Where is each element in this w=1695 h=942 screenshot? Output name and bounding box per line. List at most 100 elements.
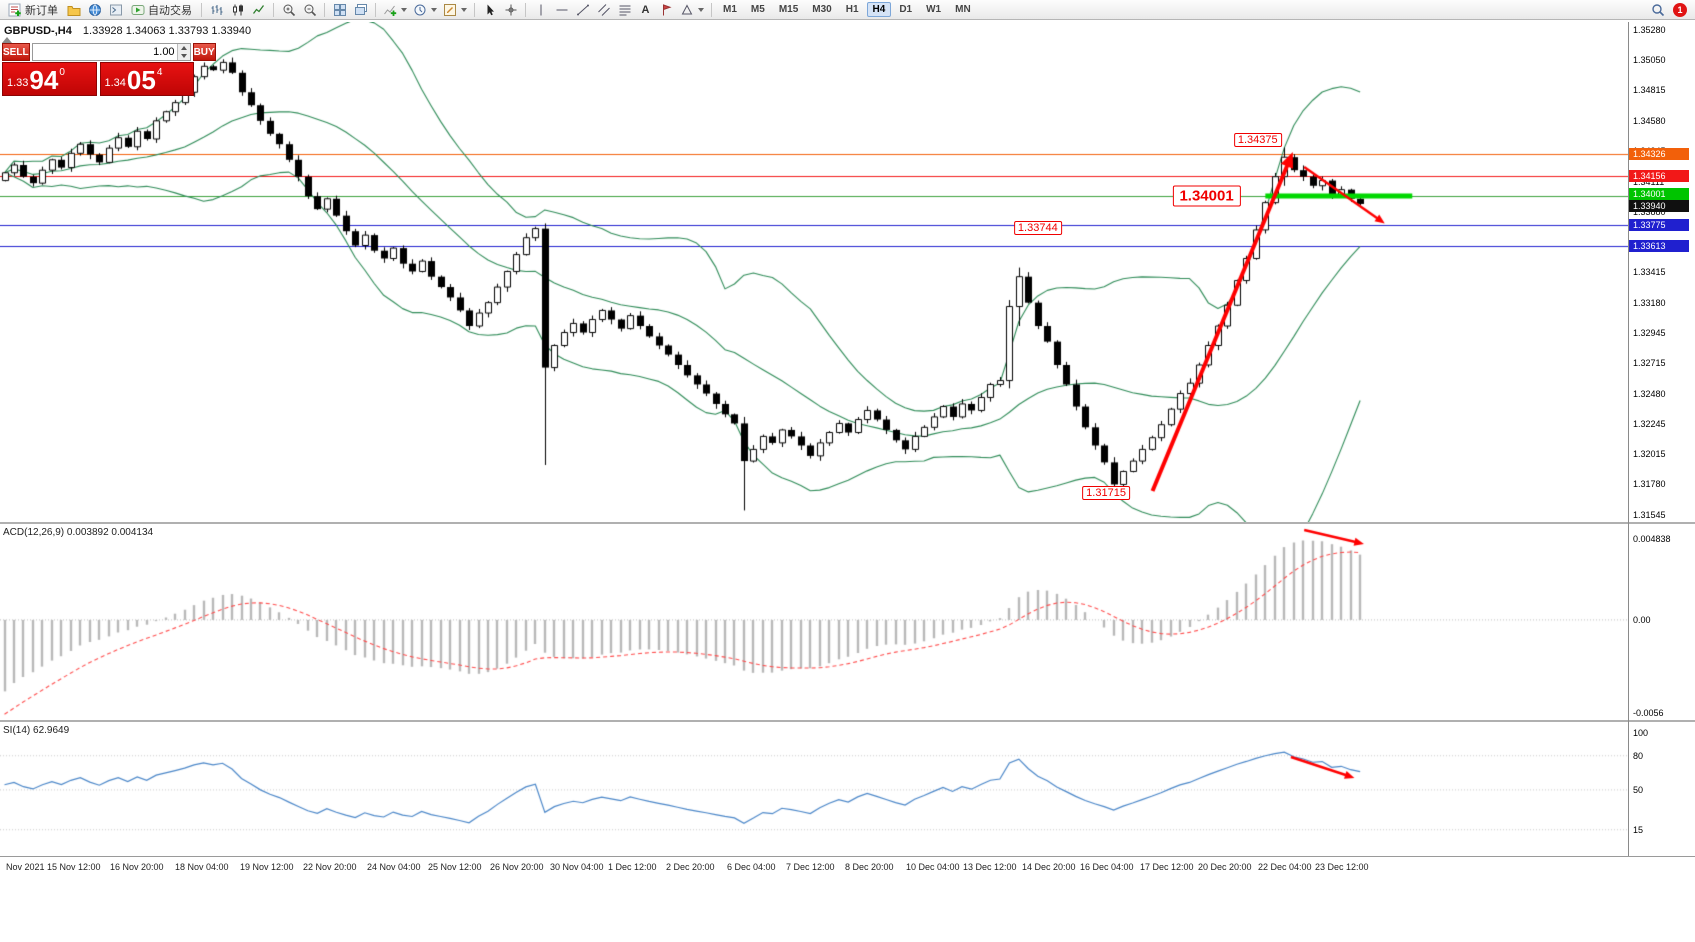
bid-price-small: 1.33 <box>7 77 29 89</box>
one-click-collapse-toggle[interactable] <box>2 37 12 43</box>
pane-separator[interactable] <box>0 720 1695 722</box>
candlestick-chart-button[interactable] <box>228 1 247 19</box>
ask-price-small: 1.34 <box>104 77 126 89</box>
notification-badge[interactable]: 1 <box>1673 2 1687 17</box>
indicators-button[interactable] <box>381 1 409 19</box>
toolbar-separator <box>474 2 475 17</box>
timeframe-h1[interactable]: H1 <box>845 4 859 15</box>
price-badge: 1.34326 <box>1629 147 1689 160</box>
bar-chart-button[interactable] <box>207 1 226 19</box>
toolbar-separator <box>525 2 526 17</box>
chart-ohlc-values: 1.33928 1.34063 1.33793 1.33940 <box>82 25 252 37</box>
time-axis[interactable]: Nov 2021 15 Nov 12:00 16 Nov 20:00 18 Nov 0… <box>0 856 1695 882</box>
time-axis-label: 13 Dec 12:00 <box>963 862 1017 872</box>
fibonacci-tool-button[interactable] <box>615 1 634 19</box>
macd-canvas[interactable] <box>0 524 1628 720</box>
price-tick-label: 1.34580 <box>1633 115 1666 126</box>
price-annotation-label[interactable]: 1.31715 <box>1082 485 1130 500</box>
indicators-icon <box>383 3 397 17</box>
horizontal-line-tool-button[interactable] <box>552 1 571 19</box>
volume-down-button[interactable] <box>177 52 190 60</box>
time-axis-label: 1 Dec 12:00 <box>608 862 657 872</box>
price-tick-label: 1.35050 <box>1633 54 1666 65</box>
chevron-down-icon <box>698 7 704 12</box>
timeframe-h4[interactable]: H4 <box>866 2 892 17</box>
price-axis-border <box>1628 22 1629 876</box>
line-chart-button[interactable] <box>249 1 268 19</box>
zoom-in-button[interactable] <box>279 1 298 19</box>
timeframe-w1[interactable]: W1 <box>926 4 942 15</box>
toolbar-separator <box>201 2 202 17</box>
tile-windows-button[interactable] <box>330 1 349 19</box>
time-axis-label: 16 Nov 20:00 <box>110 862 164 872</box>
new-order-button[interactable]: 新订单 <box>4 1 62 19</box>
price-tick-label: 1.32480 <box>1633 388 1666 399</box>
search-button[interactable] <box>1648 1 1667 19</box>
macd-axis-label: -0.0056 <box>1633 708 1664 719</box>
crosshair-tool-button[interactable] <box>501 1 520 19</box>
price-annotation-label[interactable]: 1.34001 <box>1172 185 1241 207</box>
periods-button[interactable] <box>411 1 439 19</box>
metaeditor-button[interactable] <box>106 1 125 19</box>
trendline-icon <box>576 3 590 17</box>
label-tool-button[interactable] <box>657 1 676 19</box>
price-tick-label: 1.32715 <box>1633 358 1666 369</box>
profiles-button[interactable] <box>64 1 83 19</box>
globe-icon <box>88 3 102 17</box>
shapes-icon <box>680 3 694 17</box>
volume-input[interactable] <box>32 44 177 60</box>
price-badge: 1.33940 <box>1629 199 1689 212</box>
zoom-out-button[interactable] <box>300 1 319 19</box>
clock-icon <box>413 3 427 17</box>
price-annotation-label[interactable]: 1.34375 <box>1233 132 1282 147</box>
shapes-tool-button[interactable] <box>678 1 706 19</box>
price-tick-label: 1.33180 <box>1633 297 1666 308</box>
tile-windows-icon <box>333 3 347 17</box>
autotrading-button[interactable]: 自动交易 <box>127 1 196 19</box>
cursor-tool-button[interactable] <box>480 1 499 19</box>
price-annotation-label[interactable]: 1.33744 <box>1013 220 1062 235</box>
timeframe-mn[interactable]: MN <box>955 4 971 15</box>
toolbar-separator <box>711 2 712 17</box>
vertical-line-tool-button[interactable] <box>531 1 550 19</box>
time-axis-label: 15 Nov 12:00 <box>47 862 101 872</box>
timeframe-d1[interactable]: D1 <box>899 4 913 15</box>
rsi-canvas[interactable] <box>0 722 1628 856</box>
time-axis-label: 16 Dec 04:00 <box>1080 862 1134 872</box>
sell-button[interactable]: SELL <box>2 43 30 61</box>
time-axis-label: 18 Nov 04:00 <box>175 862 229 872</box>
ask-price-display[interactable]: 1.34 05 4 <box>99 62 194 96</box>
text-tool-button[interactable]: A <box>636 1 655 19</box>
pane-separator[interactable] <box>0 522 1695 524</box>
market-watch-button[interactable] <box>85 1 104 19</box>
chevron-down-icon <box>461 7 467 12</box>
time-axis-label: 22 Nov 20:00 <box>303 862 357 872</box>
price-tick-label: 1.32245 <box>1633 419 1666 430</box>
vertical-line-icon <box>534 3 548 17</box>
bid-price-display[interactable]: 1.33 94 0 <box>2 62 97 96</box>
price-axis[interactable]: 1.352801.350501.348151.345801.343451.341… <box>1629 0 1695 942</box>
new-order-icon <box>8 3 22 17</box>
zoom-in-icon <box>282 3 296 17</box>
channel-tool-button[interactable] <box>594 1 613 19</box>
ask-price-sup: 4 <box>156 67 163 78</box>
trendline-tool-button[interactable] <box>573 1 592 19</box>
macd-axis-label: 0.004838 <box>1633 534 1671 545</box>
time-axis-label: 30 Nov 04:00 <box>550 862 604 872</box>
timeframe-m1[interactable]: M1 <box>723 4 737 15</box>
price-tick-label: 1.35280 <box>1633 24 1666 35</box>
volume-up-button[interactable] <box>177 44 190 52</box>
price-chart-canvas[interactable] <box>0 22 1628 522</box>
timeframe-m30[interactable]: M30 <box>812 4 832 15</box>
one-click-trading-panel: SELL BUY 1.33 94 0 1.34 05 4 <box>2 43 216 96</box>
timeframe-m15[interactable]: M15 <box>778 4 799 15</box>
time-axis-label: 8 Dec 20:00 <box>845 862 894 872</box>
timeframe-m5[interactable]: M5 <box>750 4 765 15</box>
cascade-windows-button[interactable] <box>351 1 370 19</box>
templates-button[interactable] <box>441 1 469 19</box>
price-badge: 1.33613 <box>1629 240 1689 253</box>
time-axis-label: 2 Dec 20:00 <box>666 862 715 872</box>
buy-button[interactable]: BUY <box>192 43 216 61</box>
time-axis-label: 24 Nov 04:00 <box>367 862 421 872</box>
horizontal-line-icon <box>555 3 569 17</box>
